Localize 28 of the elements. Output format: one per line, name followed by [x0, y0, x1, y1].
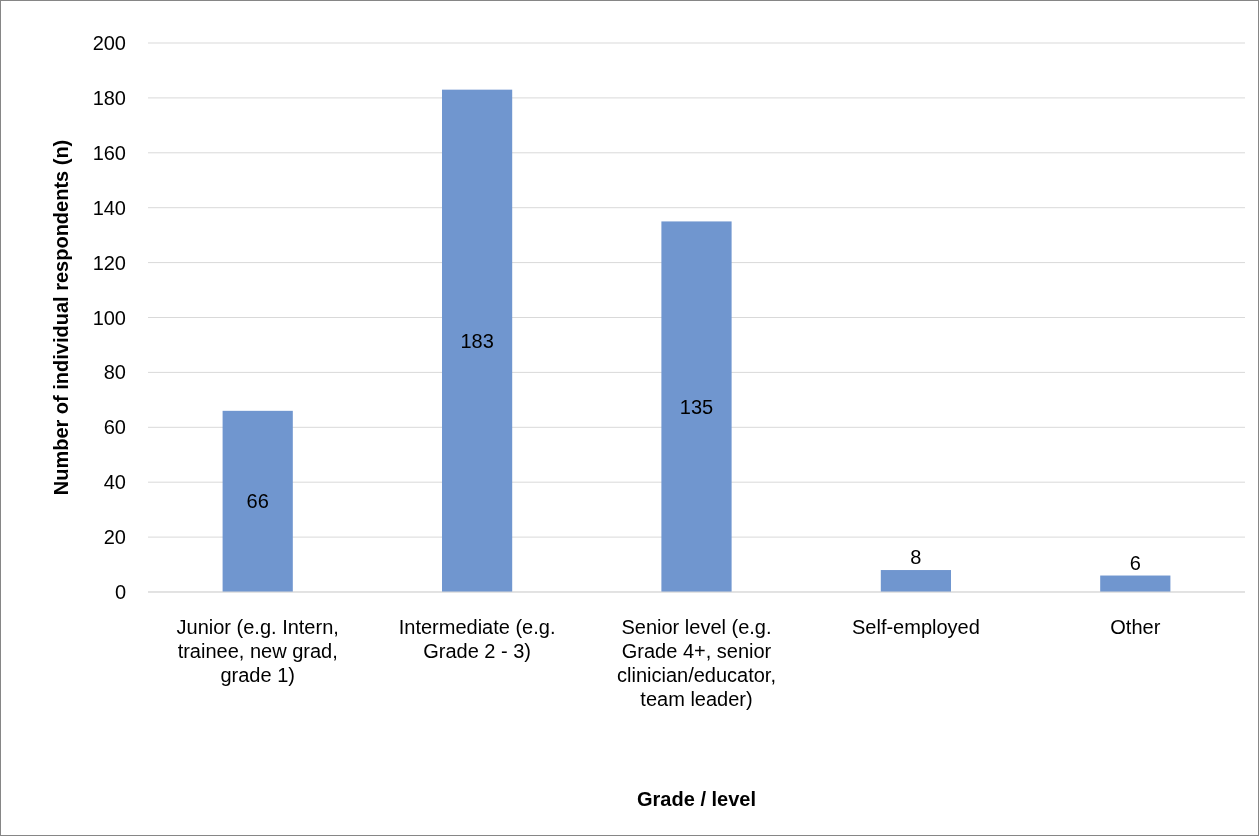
y-tick-label: 200 [92, 32, 126, 54]
y-tick-label: 140 [92, 196, 126, 219]
y-tick-label: 160 [92, 141, 126, 164]
data-label: 8 [910, 546, 922, 569]
y-tick-label: 100 [92, 306, 126, 329]
data-label: 6 [1129, 551, 1141, 574]
x-tick-label: Intermediate (e.g. Grade 2 - 3) [398, 616, 556, 662]
y-tick-label: 0 [114, 581, 126, 603]
data-label: 183 [460, 329, 494, 352]
bar [880, 570, 951, 592]
y-tick-label: 180 [92, 86, 126, 109]
y-tick-label: 20 [103, 526, 126, 549]
x-axis-title: Grade / level [637, 788, 756, 810]
data-label: 135 [679, 395, 714, 418]
bar [442, 89, 513, 592]
data-label: 66 [246, 490, 269, 513]
y-tick-label: 40 [103, 471, 126, 494]
x-tick-label: Self-employed [851, 616, 980, 638]
bar [222, 410, 293, 592]
x-tick-label: Senior level (e.g. Grade 4+, senior clinician/educator, team leader) [617, 616, 776, 710]
y-tick-label: 120 [92, 251, 126, 274]
y-tick-label: 60 [103, 416, 126, 439]
bar [661, 221, 732, 592]
y-axis-title: Number of individual respondents (n) [50, 139, 72, 496]
x-tick-label: Junior (e.g. Intern, trainee, new grad, grade 1) [176, 616, 339, 686]
bar [1100, 575, 1171, 592]
y-tick-label: 80 [103, 361, 126, 384]
x-tick-label: Other [1110, 616, 1161, 638]
